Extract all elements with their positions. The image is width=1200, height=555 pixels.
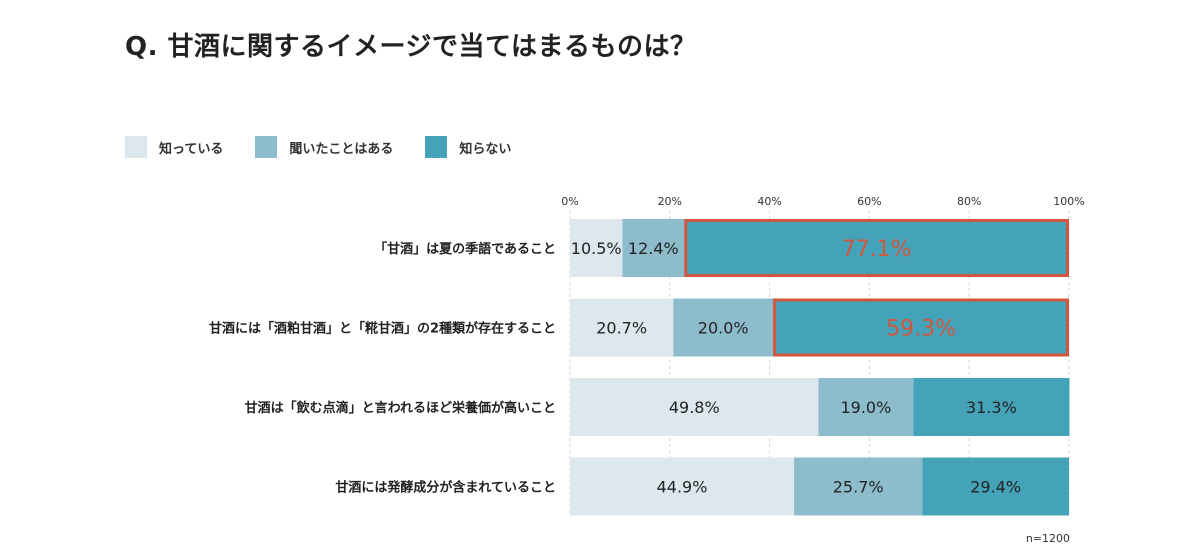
legend: 知っている 聞いたことはある 知らない	[125, 136, 543, 158]
x-tick-label: 80%	[957, 195, 981, 208]
highlight-frame	[773, 298, 1070, 357]
bar-segment	[673, 298, 774, 357]
bar-segment	[818, 378, 914, 436]
bar-segment	[570, 457, 795, 516]
legend-item-heard: 聞いたことはある	[255, 136, 393, 158]
legend-label-known: 知っている	[159, 141, 224, 157]
legend-swatch-unknown	[425, 136, 448, 158]
legend-label-unknown: 知らない	[459, 141, 512, 157]
data-label: 44.9%	[657, 478, 708, 497]
x-tick-label: 40%	[757, 195, 781, 208]
data-label: 59.3%	[886, 317, 956, 342]
bar-segment	[913, 378, 1070, 436]
sample-size-note: n=1200	[1025, 532, 1070, 545]
data-label: 29.4%	[970, 478, 1021, 497]
bar-segment	[922, 457, 1069, 516]
data-label: 25.7%	[833, 478, 884, 497]
legend-swatch-heard	[255, 136, 278, 158]
data-label: 77.1%	[842, 237, 912, 262]
x-tick-label: 60%	[857, 195, 881, 208]
bar-segment	[570, 219, 623, 277]
category-label: 甘酒には発酵成分が含まれていること	[335, 480, 556, 496]
category-label: 甘酒には「酒粕甘酒」と「糀甘酒」の2種類が存在すること	[209, 321, 556, 337]
category-label: 甘酒は「飲む点滴」と言われるほど栄養価が高いこと	[245, 400, 556, 416]
data-label: 49.8%	[669, 398, 720, 417]
highlight-frame	[684, 219, 1069, 277]
bar-segment	[794, 457, 923, 516]
data-label: 20.7%	[596, 319, 647, 338]
x-tick-label: 100%	[1053, 195, 1084, 208]
legend-item-known: 知っている	[125, 136, 223, 158]
bar-segment	[622, 219, 685, 277]
bar-segment	[684, 219, 1069, 277]
bar-segment	[570, 378, 819, 436]
data-label: 12.4%	[628, 239, 679, 258]
x-tick-label: 20%	[658, 195, 682, 208]
x-tick-label: 0%	[561, 195, 578, 208]
legend-swatch-known	[125, 136, 147, 158]
data-label: 31.3%	[966, 398, 1017, 417]
chart-title: Q. 甘酒に関するイメージで当てはまるものは？	[125, 32, 697, 62]
bar-segment	[773, 298, 1069, 357]
bar-segment	[570, 298, 674, 357]
data-label: 20.0%	[698, 319, 749, 338]
data-label: 10.5%	[571, 239, 622, 258]
data-label: 19.0%	[840, 398, 891, 417]
legend-item-unknown: 知らない	[425, 136, 511, 158]
category-label: 「甘酒」は夏の季語であること	[374, 241, 556, 257]
legend-label-heard: 聞いたことはある	[289, 141, 394, 157]
